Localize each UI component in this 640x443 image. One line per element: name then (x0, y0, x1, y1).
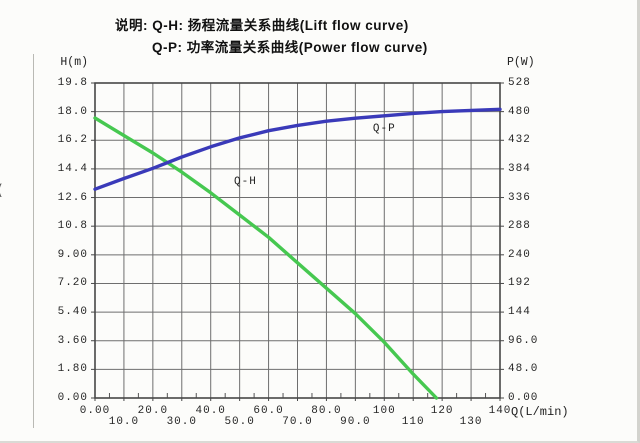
y-left-tick-label: 7.20 (57, 277, 88, 290)
y-axis-right-title: P(W) (507, 56, 535, 69)
y-left-tick-label: 14.4 (57, 162, 88, 175)
x-tick-label-row2: 70.0 (282, 416, 313, 428)
x-tick-label-row2: 110 (401, 416, 425, 428)
scan-edge-artifact: ( (0, 181, 3, 199)
x-tick-label-row1: 140 (488, 405, 512, 417)
y-left-tick-label: 9.00 (57, 248, 88, 261)
q-h-curve-label: Q-H (234, 175, 257, 188)
y-right-tick-label: 480 (508, 105, 531, 118)
y-right-tick-label: 48.0 (508, 363, 539, 376)
y-right-tick-label: 144 (508, 306, 531, 319)
x-tick-label-row2: 30.0 (166, 416, 197, 428)
y-right-tick-label: 240 (508, 248, 531, 261)
x-tick-label-row1: 0.00 (79, 405, 111, 417)
y-left-tick-label: 19.8 (57, 77, 88, 89)
x-tick-label-row2: 50.0 (224, 416, 255, 428)
chart-note: 说明: Q-H: 扬程流量关系曲线(Lift flow curve) Q-P: … (115, 15, 428, 59)
y-right-tick-label: 384 (508, 162, 531, 175)
y-right-tick-label: 528 (508, 77, 531, 89)
x-tick-label-row1: 120 (430, 405, 454, 417)
x-tick-label-row1: 100 (372, 405, 396, 417)
plot-border (94, 82, 501, 399)
y-right-tick-label: 288 (508, 220, 531, 233)
x-tick-label-row2: 10.0 (108, 416, 140, 428)
y-right-tick-label: 0.00 (508, 392, 539, 404)
x-axis-title: Q(L/min) (511, 405, 569, 419)
scan-margin-line (33, 54, 34, 428)
note-line-power-curve: Q-P: 功率流量关系曲线(Power flow curve) (152, 40, 428, 55)
y-left-tick-label: 16.2 (57, 134, 88, 147)
x-tick-label-row2: 130 (459, 416, 483, 428)
y-right-tick-label: 432 (508, 134, 531, 147)
x-tick-label-row1: 80.0 (311, 405, 342, 417)
q-p-curve-label: Q-P (372, 123, 396, 136)
y-left-tick-label: 0.00 (57, 392, 88, 404)
y-left-tick-label: 1.80 (57, 363, 88, 376)
x-tick-label-row1: 60.0 (253, 405, 284, 417)
y-right-tick-label: 96.0 (508, 334, 539, 347)
y-axis-left-title: H(m) (60, 56, 88, 69)
x-tick-label-row1: 20.0 (137, 405, 169, 417)
q-h-curve (93, 116, 439, 400)
y-left-tick-label: 5.40 (57, 306, 88, 319)
y-left-tick-label: 12.6 (57, 191, 88, 204)
note-line-lift-curve: 说明: Q-H: 扬程流量关系曲线(Lift flow curve) (115, 18, 409, 33)
y-left-tick-label: 10.8 (57, 220, 88, 233)
y-right-tick-label: 336 (508, 191, 531, 204)
q-p-curve (93, 107, 502, 191)
x-tick-label-row2: 90.0 (340, 416, 371, 428)
y-left-tick-label: 3.60 (57, 334, 88, 347)
y-left-tick-label: 18.0 (57, 105, 88, 118)
y-right-tick-label: 192 (508, 277, 531, 290)
x-tick-label-row1: 40.0 (195, 405, 226, 417)
